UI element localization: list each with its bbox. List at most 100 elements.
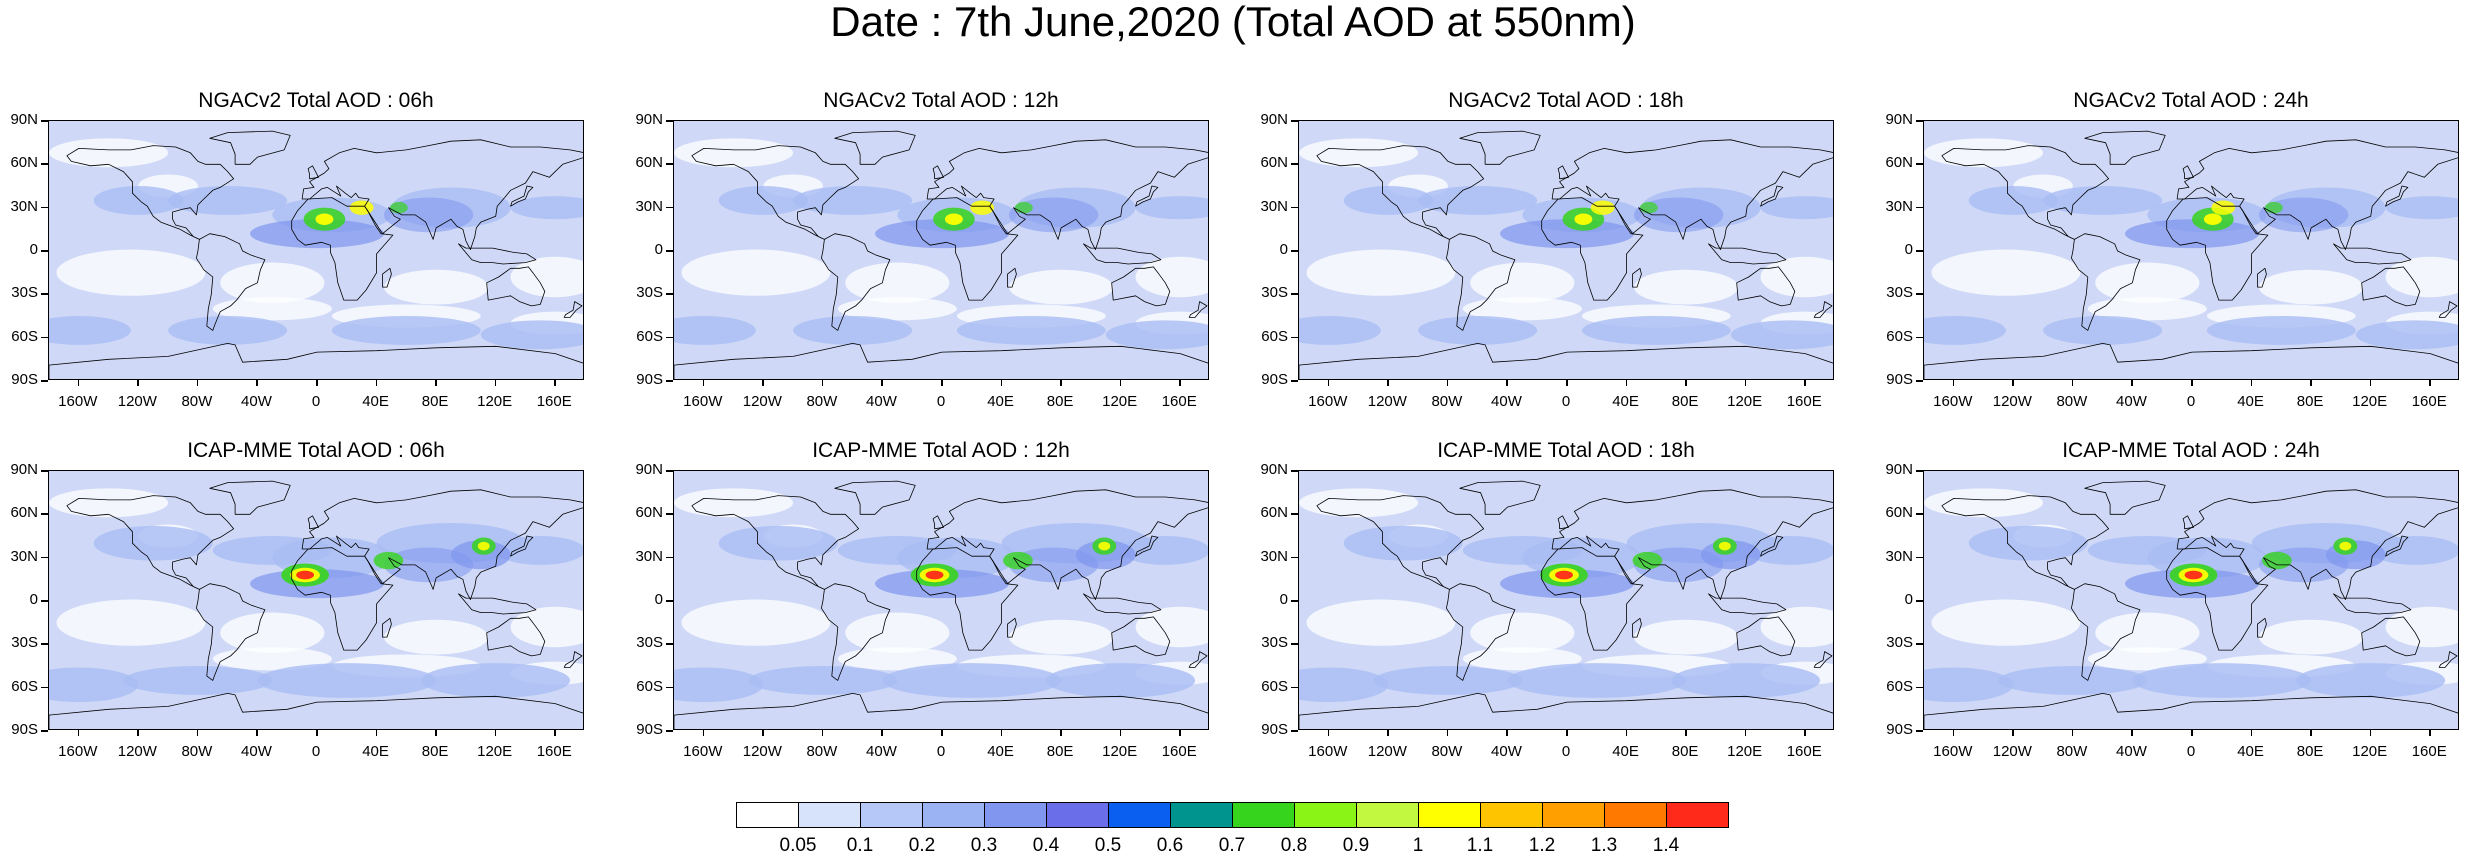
panel-title: ICAP-MME Total AOD : 12h: [812, 439, 1070, 462]
latitude-tick: [41, 470, 48, 472]
latitude-label: 30S: [636, 634, 663, 652]
moderate-aod-region: [49, 316, 131, 345]
coastline-australia: [2361, 616, 2421, 657]
latitude-tick: [1916, 600, 1923, 602]
moderate-aod-region: [510, 196, 583, 220]
longitude-tick: [2429, 730, 2431, 736]
coastline-uk: [932, 165, 944, 180]
coastline-new-zealand: [1188, 301, 1208, 318]
latitude-label: 30N: [1885, 547, 1913, 565]
longitude-tick: [375, 380, 378, 386]
coastline-uk: [2182, 165, 2194, 180]
clean-air-region: [1462, 647, 1582, 671]
latitude-label: 60N: [1260, 154, 1288, 172]
latitude-tick: [41, 556, 48, 559]
coastline-south-america: [2071, 233, 2141, 331]
latitude-tick: [41, 686, 48, 689]
latitude-label: 0: [1279, 241, 1288, 258]
coastline-north-america: [1941, 495, 2109, 590]
latitude-tick: [666, 250, 673, 252]
latitude-tick: [666, 293, 673, 295]
latitude-tick: [666, 513, 673, 515]
colorbar-swatch: [736, 802, 799, 828]
longitude-tick: [1685, 380, 1687, 386]
latitude-tick: [666, 163, 673, 165]
map-panel-icap-mme-12h: ICAP-MME Total AOD : 12h 90N 60N 30N 0 30S 60S…: [625, 437, 1209, 812]
latitude-tick: [41, 163, 48, 165]
longitude-label: 160W: [683, 393, 723, 410]
longitude-tick: [821, 380, 824, 386]
moderate-aod-region: [1299, 667, 1389, 703]
map-panel-icap-mme-24h: ICAP-MME Total AOD : 24h 90N 60N 30N 0 30S 60S…: [1875, 437, 2459, 812]
longitude-label: 40E: [987, 393, 1014, 410]
dust-plume-hotspot: [1639, 201, 1658, 214]
colorbar-swatch: [1666, 802, 1729, 828]
longitude-tick: [316, 380, 318, 386]
coastline-madagascar: [1007, 267, 1017, 288]
colorbar-label: 0.6: [1156, 835, 1184, 856]
longitude-tick: [137, 730, 139, 736]
latitude-tick: [1916, 206, 1923, 209]
coastline-indonesia: [1083, 243, 1162, 265]
longitude-tick: [77, 380, 80, 386]
clean-air-region: [2095, 262, 2200, 303]
latitude-tick: [1916, 250, 1923, 252]
latitude-tick: [1916, 163, 1923, 165]
moderate-aod-region: [1745, 536, 1833, 565]
coastline-south-america: [1446, 583, 1516, 681]
coastline-new-zealand: [563, 301, 583, 318]
colorbar-swatch: [1542, 802, 1605, 828]
dust-plume-hotspot: [944, 213, 963, 225]
coastline-north-america: [691, 145, 859, 240]
longitude-tick: [1179, 730, 1181, 736]
longitude-tick: [256, 380, 258, 386]
map-panel-ngacv2-12h: NGACv2 Total AOD : 12h 90N 60N 30N 0 30S 60S 90…: [625, 87, 1209, 462]
coastline-eurasia: [926, 139, 1208, 250]
longitude-tick: [1625, 730, 1628, 736]
colorbar-label: 1.4: [1652, 835, 1680, 856]
latitude-tick: [41, 600, 48, 602]
coastline-south-america: [2071, 583, 2141, 681]
clean-air-region: [2259, 269, 2364, 305]
longitude-label: 80W: [806, 393, 838, 410]
high-aod-region: [2125, 219, 2259, 249]
dust-plume-hotspot: [2184, 570, 2203, 580]
latitude-label: 60N: [1260, 504, 1288, 522]
latitude-tick: [1291, 163, 1298, 165]
clean-air-region: [1306, 599, 1456, 646]
dust-plume-hotspot: [2339, 541, 2352, 551]
coastline-madagascar: [2257, 267, 2267, 288]
latitude-tick: [1291, 120, 1298, 122]
moderate-aod-region: [49, 667, 139, 703]
longitude-tick: [1744, 730, 1747, 736]
longitude-label: 80W: [181, 743, 213, 760]
latitude-label: 60N: [10, 154, 38, 172]
aod-map-canvas: [1924, 471, 2458, 729]
dust-plume-hotspot: [1003, 551, 1033, 570]
latitude-label: 90N: [1885, 461, 1913, 478]
coastline-eurasia: [301, 489, 583, 600]
latitude-tick: [1916, 556, 1923, 559]
longitude-tick: [1446, 380, 1449, 386]
map-panel-icap-mme-18h: ICAP-MME Total AOD : 18h 90N 60N 30N 0 30S 60S…: [1250, 437, 1834, 812]
dust-plume-hotspot: [1718, 541, 1731, 551]
latitude-tick: [666, 556, 673, 559]
coastline-madagascar: [1632, 617, 1642, 638]
clean-air-region: [1931, 249, 2081, 296]
dust-plume-hotspot: [2264, 201, 2283, 214]
longitude-label: 120E: [477, 743, 513, 760]
latitude-tick: [666, 730, 673, 732]
longitude-label: 40W: [2116, 743, 2147, 760]
aod-map: [1923, 470, 2459, 730]
coastline-australia: [1111, 266, 1171, 307]
coastline-indonesia: [2333, 593, 2412, 615]
coastline-new-zealand: [2438, 301, 2458, 318]
latitude-label: 30N: [1885, 197, 1913, 215]
longitude-label: 80W: [1431, 743, 1463, 760]
high-aod-region: [451, 540, 511, 570]
clean-air-region: [49, 488, 169, 518]
longitude-tick: [2012, 730, 2014, 736]
latitude-label: 30S: [1886, 634, 1913, 652]
latitude-label: 30S: [11, 284, 38, 302]
latitude-label: 90N: [1260, 111, 1288, 128]
